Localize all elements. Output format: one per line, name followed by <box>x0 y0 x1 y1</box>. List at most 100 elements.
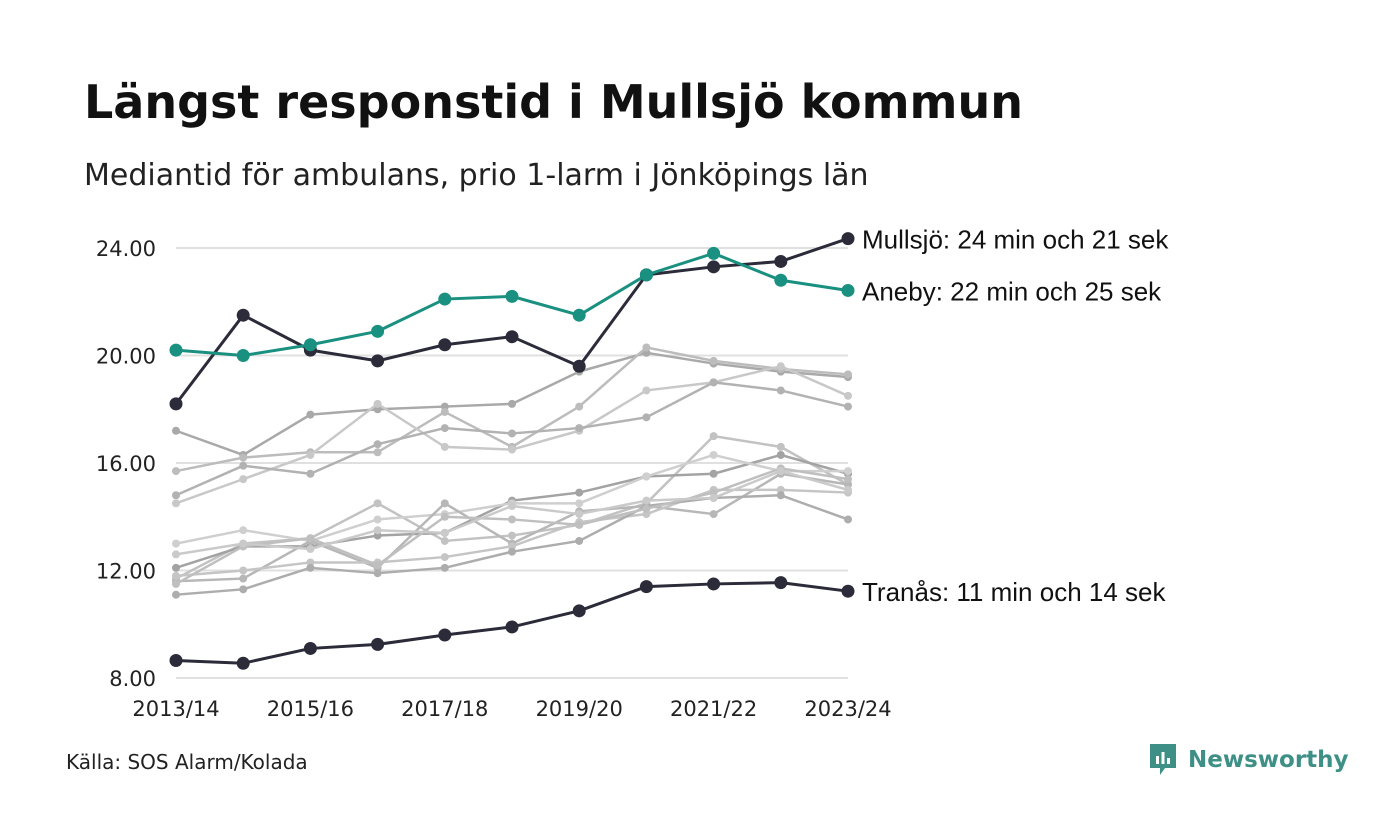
data-point <box>642 496 651 505</box>
x-tick-label: 2013/14 <box>132 697 219 721</box>
data-point <box>776 467 785 476</box>
x-tick-label: 2015/16 <box>267 697 354 721</box>
data-point <box>774 273 788 287</box>
highlighted-series <box>169 232 855 670</box>
data-point <box>776 450 785 459</box>
data-point <box>440 528 449 537</box>
background-series-line <box>172 491 852 599</box>
data-point <box>239 566 248 575</box>
data-point <box>707 246 721 260</box>
data-point <box>172 499 180 508</box>
data-point <box>508 515 516 524</box>
data-point <box>774 254 788 268</box>
series-end-label: Tranås: 11 min och 14 sek <box>862 577 1166 607</box>
data-point <box>440 563 449 572</box>
data-point <box>172 550 180 559</box>
data-point <box>306 469 315 478</box>
data-point <box>642 504 651 513</box>
background-series-line <box>172 343 852 476</box>
y-tick-label: 12.00 <box>96 560 156 584</box>
data-point <box>239 461 248 470</box>
data-point <box>172 467 180 476</box>
data-point <box>776 386 785 395</box>
data-point <box>239 539 248 548</box>
data-point <box>709 378 718 387</box>
chart-subtitle: Mediantid för ambulans, prio 1-larm i Jö… <box>84 158 869 193</box>
data-point <box>575 402 584 411</box>
x-tick-label: 2017/18 <box>401 697 488 721</box>
data-point <box>303 641 317 655</box>
data-point <box>169 397 183 411</box>
data-point <box>508 429 516 438</box>
data-point <box>844 515 852 524</box>
data-point <box>306 450 315 459</box>
x-tick-label: 2023/24 <box>804 697 891 721</box>
data-point <box>169 654 183 668</box>
data-point <box>438 338 452 352</box>
data-point <box>371 324 385 338</box>
data-point <box>572 359 586 373</box>
background-series-line <box>172 378 852 500</box>
data-point <box>236 308 250 322</box>
data-point <box>239 574 248 583</box>
chart-title: Längst responstid i Mullsjö kommun <box>84 75 1023 129</box>
y-tick-label: 20.00 <box>96 345 156 369</box>
series-aneby <box>169 246 855 362</box>
data-point <box>709 510 718 519</box>
data-point <box>373 399 382 408</box>
data-point <box>776 491 785 500</box>
data-point <box>709 356 718 365</box>
data-point <box>508 502 516 510</box>
series-end-label: Mullsjö: 24 min och 21 sek <box>862 225 1169 255</box>
data-point <box>172 563 180 572</box>
data-point <box>306 563 315 572</box>
series-line <box>174 237 849 405</box>
brand-logo: Newsworthy <box>1148 742 1349 778</box>
data-point <box>642 413 651 422</box>
data-point <box>169 343 183 357</box>
data-point <box>508 531 516 540</box>
data-point <box>172 590 180 599</box>
data-point <box>709 432 718 441</box>
y-tick-label: 8.00 <box>109 667 156 691</box>
data-point <box>373 440 382 449</box>
data-point <box>707 577 721 591</box>
background-series-line <box>172 362 852 508</box>
data-point <box>440 424 449 433</box>
data-point <box>373 569 382 578</box>
x-tick-label: 2019/20 <box>536 697 623 721</box>
series-tranas <box>169 576 855 670</box>
data-point <box>844 467 852 476</box>
data-point <box>373 448 382 457</box>
series-end-label: Aneby: 22 min och 25 sek <box>862 276 1162 306</box>
series-line <box>175 381 849 497</box>
data-point <box>575 510 584 519</box>
series-labels: Mullsjö: 24 min och 21 sek Aneby: 22 min … <box>862 225 1169 608</box>
data-point <box>844 485 852 494</box>
data-point <box>236 349 250 362</box>
series-mullsjo <box>169 232 855 411</box>
data-point <box>642 343 651 352</box>
data-point <box>642 472 651 481</box>
data-point <box>575 488 584 497</box>
data-point <box>505 289 519 303</box>
data-point <box>438 292 452 306</box>
data-point <box>306 410 315 419</box>
data-point <box>440 499 449 508</box>
data-point <box>440 536 449 545</box>
data-point <box>172 571 180 580</box>
x-tick-label: 2021/22 <box>670 697 757 721</box>
background-series <box>172 343 852 599</box>
data-point <box>575 424 584 433</box>
background-series-line <box>172 467 852 559</box>
data-point <box>575 520 584 529</box>
newsworthy-logo-icon <box>1150 744 1176 775</box>
data-point <box>505 330 519 344</box>
data-point <box>844 475 852 484</box>
data-point <box>575 536 584 545</box>
x-axis-ticks: 2013/14 2015/16 2017/18 2019/20 2021/22 2023/… <box>132 697 891 721</box>
data-point <box>373 561 382 570</box>
data-point <box>371 637 385 651</box>
data-point <box>572 604 586 618</box>
